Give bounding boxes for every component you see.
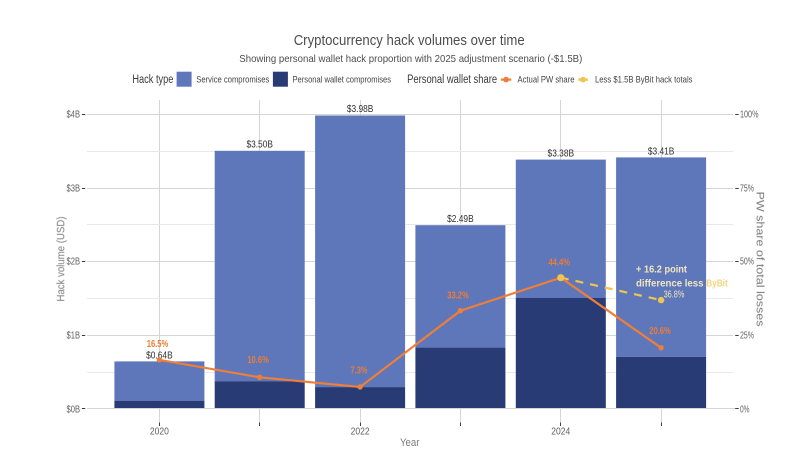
- svg-text:$3.98B: $3.98B: [347, 103, 374, 115]
- svg-text:difference less: difference less: [636, 277, 704, 289]
- svg-text:$3.41B: $3.41B: [648, 146, 675, 158]
- svg-text:16.5%: 16.5%: [147, 339, 169, 350]
- svg-text:36.8%: 36.8%: [664, 290, 685, 301]
- svg-text:50%: 50%: [740, 257, 754, 268]
- svg-text:$1B: $1B: [67, 331, 81, 342]
- svg-text:33.2%: 33.2%: [447, 291, 469, 302]
- svg-text:10.6%: 10.6%: [247, 355, 269, 366]
- svg-text:7.3%: 7.3%: [351, 366, 368, 377]
- svg-text:Personal wallet compromises: Personal wallet compromises: [293, 75, 392, 85]
- svg-text:$2B: $2B: [67, 257, 81, 268]
- svg-text:Year: Year: [400, 437, 420, 449]
- svg-text:Less $1.5B ByBit hack totals: Less $1.5B ByBit hack totals: [595, 75, 693, 85]
- svg-text:2024: 2024: [551, 427, 570, 438]
- svg-text:ByBit: ByBit: [706, 277, 728, 289]
- svg-text:PW share of total losses: PW share of total losses: [754, 192, 766, 328]
- svg-text:2020: 2020: [150, 427, 169, 438]
- svg-text:Actual PW share: Actual PW share: [518, 75, 575, 85]
- svg-text:Hack type: Hack type: [132, 74, 173, 86]
- svg-text:75%: 75%: [740, 184, 754, 195]
- svg-text:20.6%: 20.6%: [649, 326, 671, 337]
- svg-text:$4B: $4B: [67, 110, 81, 121]
- svg-text:100%: 100%: [740, 110, 759, 121]
- svg-text:$3.38B: $3.38B: [548, 148, 575, 160]
- svg-text:+ 16.2 point: + 16.2 point: [636, 264, 687, 276]
- svg-text:2022: 2022: [351, 427, 370, 438]
- svg-text:Service compromises: Service compromises: [196, 75, 269, 85]
- svg-text:Hack volume (USD): Hack volume (USD): [55, 217, 67, 302]
- svg-text:44.4%: 44.4%: [548, 258, 570, 269]
- svg-text:$2.49B: $2.49B: [447, 213, 474, 225]
- svg-text:0%: 0%: [740, 405, 750, 416]
- svg-text:$3.50B: $3.50B: [246, 139, 273, 151]
- svg-text:Personal wallet share: Personal wallet share: [407, 74, 497, 86]
- svg-text:$0B: $0B: [67, 405, 81, 416]
- svg-text:Showing personal wallet hack p: Showing personal wallet hack proportion …: [239, 53, 582, 65]
- svg-text:Cryptocurrency hack volumes ov: Cryptocurrency hack volumes over time: [294, 33, 525, 49]
- svg-text:25%: 25%: [740, 331, 754, 342]
- svg-text:$3B: $3B: [67, 184, 81, 195]
- svg-text:$0.64B: $0.64B: [146, 350, 173, 362]
